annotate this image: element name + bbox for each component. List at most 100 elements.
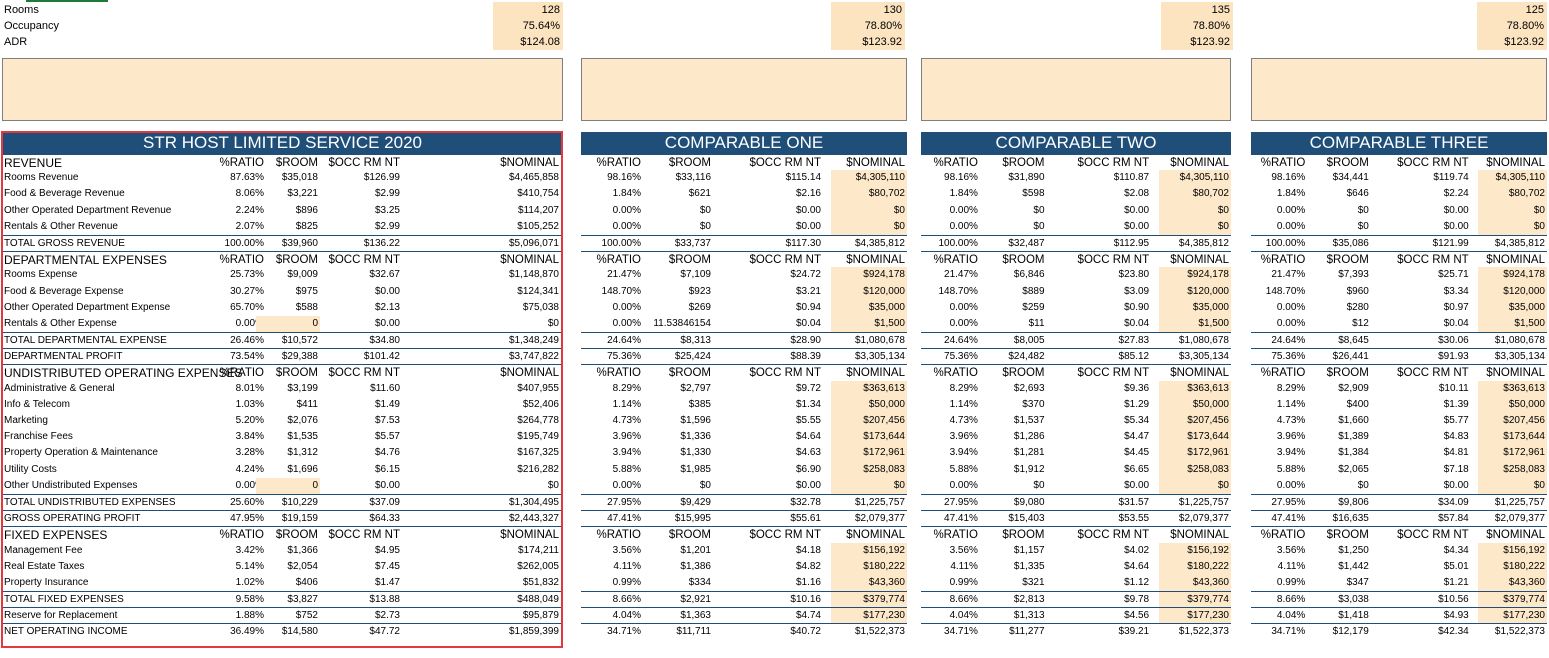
nominal-cell[interactable]: $180,222 [831,558,907,575]
nominal-cell[interactable]: $177,230 [831,608,907,624]
ratio-cell[interactable]: 1.14% [612,398,641,410]
nominal-cell[interactable]: $0 [1477,477,1547,494]
per-occ-room-night-cell[interactable]: $0.00 [374,285,400,297]
per-room-cell[interactable]: $3,199 [287,382,318,394]
per-occ-room-night-cell[interactable]: $OCC RM NT [1397,529,1469,542]
per-occ-room-night-cell[interactable]: $1.16 [795,576,821,588]
ratio-cell[interactable]: 5.88% [949,463,978,475]
per-room-cell[interactable]: $ROOM [275,254,318,267]
ratio-cell[interactable]: 1.14% [1276,398,1306,410]
per-room-cell[interactable]: $1,535 [287,431,318,443]
per-occ-room-night-cell[interactable]: $34.80 [369,335,400,347]
per-occ-room-night-cell[interactable]: $9.72 [795,382,821,394]
per-room-cell[interactable]: $7,393 [1338,269,1369,281]
per-room-cell[interactable]: $1,330 [680,447,711,459]
nominal-cell[interactable]: $488,049 [517,594,559,606]
per-occ-room-night-cell[interactable]: $5.77 [1443,415,1469,426]
per-occ-room-night-cell[interactable]: $112.95 [1113,237,1150,249]
per-room-cell[interactable]: $1,596 [680,415,711,426]
ratio-cell[interactable]: 5.14% [235,560,264,572]
ratio-cell[interactable]: %RATIO [933,157,978,169]
nominal-cell[interactable]: $156,192 [1477,542,1547,559]
per-room-cell[interactable]: $ROOM [275,157,318,169]
nominal-cell[interactable]: $264,778 [517,415,559,426]
per-occ-room-night-cell[interactable]: $31.57 [1118,496,1150,508]
row-label[interactable]: Rentals & Other Revenue [4,220,118,232]
ratio-cell[interactable]: %RATIO [219,367,264,380]
ratio-cell[interactable]: 4.04% [949,610,978,622]
per-occ-room-night-cell[interactable]: $5.57 [374,431,400,443]
per-occ-room-night-cell[interactable]: $2.08 [1124,188,1150,200]
per-occ-room-night-cell[interactable]: $10.11 [1438,382,1469,394]
ratio-cell[interactable]: 3.96% [949,431,978,443]
per-room-cell[interactable]: $321 [1022,576,1045,588]
rooms-value[interactable]: 128 [541,4,560,16]
per-occ-room-night-cell[interactable]: $126.99 [363,172,400,184]
per-occ-room-night-cell[interactable]: $4.63 [795,447,821,459]
nominal-cell[interactable]: $NOMINAL [846,367,905,380]
nominal-cell[interactable]: $173,644 [1158,429,1231,446]
ratio-cell[interactable]: 47.41% [607,513,641,525]
row-label[interactable]: Food & Beverage Expense [4,285,124,297]
per-room-cell[interactable]: $24,482 [1008,351,1045,363]
ratio-cell[interactable]: %RATIO [596,157,641,169]
ratio-cell[interactable]: 4.11% [613,560,641,572]
per-occ-room-night-cell[interactable]: $2.16 [795,188,821,200]
ratio-cell[interactable]: 0.99% [949,576,978,588]
nominal-cell[interactable]: $1,500 [1477,315,1547,333]
rooms-value[interactable]: 125 [1525,4,1544,16]
per-room-cell[interactable]: $975 [295,285,318,297]
per-room-cell[interactable]: $6,846 [1013,269,1045,281]
per-occ-room-night-cell[interactable]: $OCC RM NT [328,529,400,542]
per-room-cell[interactable]: $1,286 [1013,431,1045,443]
row-label[interactable]: FIXED EXPENSES [4,528,108,543]
per-occ-room-night-cell[interactable]: $0.04 [1443,317,1469,329]
per-room-cell[interactable]: 11.53846154 [653,317,711,329]
ratio-cell[interactable]: 73.54% [230,351,264,363]
nominal-cell[interactable]: $195,749 [517,431,559,443]
per-room-cell[interactable]: $0 [699,220,711,232]
per-occ-room-night-cell[interactable]: $85.12 [1118,351,1150,363]
nominal-cell[interactable]: $1,522,373 [1178,626,1229,638]
nominal-cell[interactable]: $0 [1158,477,1231,494]
per-room-cell[interactable]: $1,696 [287,463,318,475]
nominal-cell[interactable]: $379,774 [1158,592,1231,608]
per-occ-room-night-cell[interactable]: $0.00 [1443,220,1469,232]
ratio-cell[interactable]: 27.95% [944,496,978,508]
row-label[interactable]: NET OPERATING INCOME [4,626,128,638]
nominal-cell[interactable]: $4,465,858 [508,172,559,184]
per-room-cell[interactable]: $1,366 [287,544,318,556]
ratio-cell[interactable]: 4.11% [1277,560,1306,572]
ratio-cell[interactable]: 27.95% [1271,496,1306,508]
per-occ-room-night-cell[interactable]: $1.49 [374,398,400,410]
per-room-cell[interactable]: $0 [699,479,711,491]
nominal-cell[interactable]: $4,385,812 [854,237,905,249]
nominal-cell[interactable]: $50,000 [831,396,907,413]
ratio-cell[interactable]: 4.73% [949,415,978,426]
nominal-cell[interactable]: $1,522,373 [854,626,905,638]
per-room-cell[interactable]: $347 [1346,576,1369,588]
ratio-cell[interactable]: 0.00% [612,317,641,329]
per-room-cell[interactable]: $2,921 [680,594,711,606]
nominal-cell[interactable]: $120,000 [1477,283,1547,300]
ratio-cell[interactable]: 3.28% [235,447,264,459]
per-occ-room-night-cell[interactable]: $3.25 [374,204,400,216]
ratio-cell[interactable]: 98.16% [1271,172,1306,184]
per-occ-room-night-cell[interactable]: $40.72 [790,626,821,638]
ratio-cell[interactable]: 0.99% [612,576,641,588]
per-occ-room-night-cell[interactable]: $3.34 [1443,285,1469,297]
nominal-cell[interactable]: $1,500 [831,315,907,333]
nominal-cell[interactable]: $95,879 [522,610,559,622]
ratio-cell[interactable]: %RATIO [1260,254,1306,267]
row-label[interactable]: Property Operation & Maintenance [4,447,158,459]
per-room-cell[interactable]: $0 [699,204,711,216]
ratio-cell[interactable]: 3.94% [612,447,641,459]
row-label[interactable]: Rooms Revenue [4,172,79,184]
per-room-cell[interactable]: $1,985 [680,463,711,475]
nominal-cell[interactable]: $167,325 [517,447,559,459]
ratio-cell[interactable]: 4.73% [1276,415,1306,426]
nominal-cell[interactable]: $43,360 [831,574,907,592]
per-room-cell[interactable]: $269 [688,301,711,313]
ratio-cell[interactable]: 1.88% [235,610,264,622]
per-room-cell[interactable]: $752 [295,610,318,622]
